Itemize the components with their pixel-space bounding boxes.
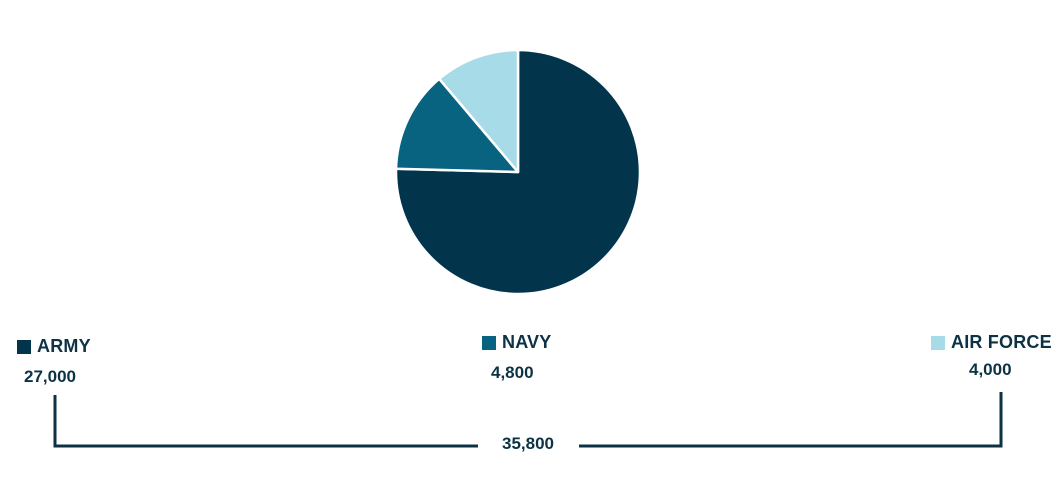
legend-label-air-force: AIR FORCE (951, 332, 1052, 352)
total-label: 35,800 (502, 434, 554, 453)
legend-value-air-force: 4,000 (969, 360, 1012, 379)
legend-swatch-army (17, 339, 31, 354)
total-bracket-line (53, 392, 1003, 448)
legend-swatch-navy (482, 335, 496, 350)
legend-label-navy: NAVY (502, 332, 552, 352)
legend-item-army: ARMY 27,000 (17, 336, 91, 387)
legend-swatch-air-force (931, 335, 945, 350)
legend-label-army: ARMY (37, 336, 91, 356)
pie-slices (394, 48, 642, 296)
legend-item-air-force: AIR FORCE 4,000 (931, 332, 1052, 380)
pie-slice-navy (394, 77, 520, 174)
legend-value-navy: 4,800 (491, 363, 534, 382)
legend-value-army: 27,000 (24, 367, 76, 386)
pie-slice-air-force (437, 48, 520, 174)
legend-item-navy: NAVY 4,800 (482, 332, 551, 383)
